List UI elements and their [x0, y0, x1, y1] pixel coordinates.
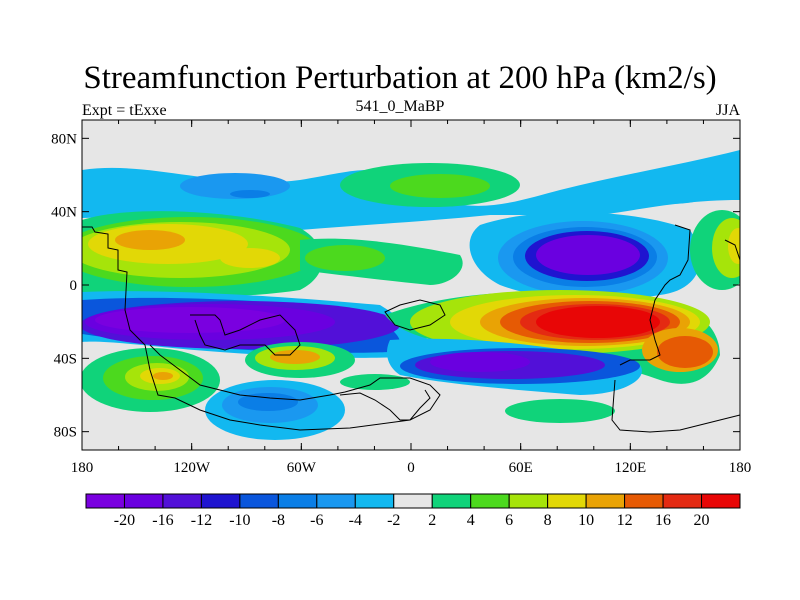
contour-fill — [620, 170, 720, 204]
contour-fill — [536, 306, 660, 338]
colorbar-swatch — [277, 493, 318, 509]
contour-fill — [657, 336, 713, 368]
colorbar-swatch — [239, 493, 279, 509]
y-tick-label: 0 — [70, 278, 78, 294]
colorbar-label: 6 — [505, 512, 513, 529]
colorbar-swatch — [316, 493, 356, 509]
contour-fill — [153, 372, 173, 380]
y-tick-label: 80S — [54, 425, 77, 441]
colorbar: -20 -16 -12 -10 -8 -6 -4 -2 2 4 6 8 10 12 16 20 — [85, 493, 741, 529]
contour-fill — [230, 190, 270, 198]
colorbar-swatch — [701, 493, 741, 509]
colorbar-label: 8 — [544, 512, 552, 529]
x-tick-label: 120E — [614, 460, 646, 476]
colorbar-swatch — [200, 493, 241, 509]
contour-fill — [305, 245, 385, 271]
case-label: 541_0_MaBP — [355, 98, 445, 115]
colorbar-label: 4 — [467, 512, 475, 529]
x-tick-label: 60E — [509, 460, 533, 476]
x-axis: 180 120W 60W 0 60E 120E 180 — [71, 120, 752, 476]
coastline — [82, 226, 441, 431]
contour-fill — [505, 399, 615, 423]
colorbar-swatch — [470, 493, 510, 509]
contour-fill — [238, 393, 298, 411]
contour-fill-layer — [82, 150, 740, 440]
y-axis: 80N 40N 0 40S 80S — [51, 131, 740, 441]
contour-fill — [536, 235, 640, 275]
coastline — [611, 379, 741, 433]
colorbar-swatch — [547, 493, 587, 509]
coastline-layer — [82, 224, 741, 433]
chart-title: Streamfunction Perturbation at 200 hPa (… — [83, 60, 717, 96]
coastline — [190, 314, 301, 356]
colorbar-swatch — [508, 493, 549, 509]
colorbar-swatch — [354, 493, 395, 509]
contour-fill — [115, 230, 185, 250]
colorbar-label: -8 — [272, 512, 285, 529]
colorbar-label: -2 — [387, 512, 400, 529]
colorbar-label: -16 — [152, 512, 173, 529]
contour-fill — [220, 248, 280, 268]
colorbar-label: -6 — [310, 512, 323, 529]
y-tick-label: 40S — [54, 351, 77, 367]
colorbar-label: 16 — [655, 512, 671, 529]
coastline — [339, 389, 431, 421]
season-label: JJA — [715, 102, 740, 119]
contour-fill — [95, 307, 285, 333]
y-tick-label: 80N — [51, 131, 77, 147]
coastline — [619, 224, 691, 366]
colorbar-swatch — [662, 493, 703, 509]
colorbar-label: -20 — [114, 512, 135, 529]
colorbar-swatch — [393, 493, 433, 509]
contour-fill — [728, 228, 740, 264]
experiment-label: Expt = tExxe — [82, 102, 167, 119]
contour-fill — [270, 350, 320, 364]
x-tick-label: 60W — [287, 460, 317, 476]
colorbar-label: 20 — [694, 512, 710, 529]
colorbar-label: -12 — [191, 512, 212, 529]
colorbar-swatch — [585, 493, 626, 509]
colorbar-swatch — [85, 493, 125, 509]
colorbar-swatch — [162, 493, 202, 509]
colorbar-swatch — [431, 493, 472, 509]
y-tick-label: 40N — [51, 205, 77, 221]
colorbar-label: 12 — [617, 512, 633, 529]
colorbar-swatch — [123, 493, 164, 509]
colorbar-label: -10 — [229, 512, 250, 529]
coastline — [384, 299, 446, 331]
contour-fill — [390, 174, 490, 198]
contour-fill — [430, 352, 530, 372]
x-tick-label: 180 — [71, 460, 94, 476]
colorbar-swatch — [624, 493, 664, 509]
x-tick-label: 180 — [729, 460, 752, 476]
colorbar-label: -4 — [349, 512, 362, 529]
coastline — [724, 239, 741, 261]
colorbar-label: 2 — [428, 512, 436, 529]
x-tick-label: 0 — [407, 460, 415, 476]
colorbar-label: 10 — [578, 512, 594, 529]
x-tick-label: 120W — [173, 460, 211, 476]
